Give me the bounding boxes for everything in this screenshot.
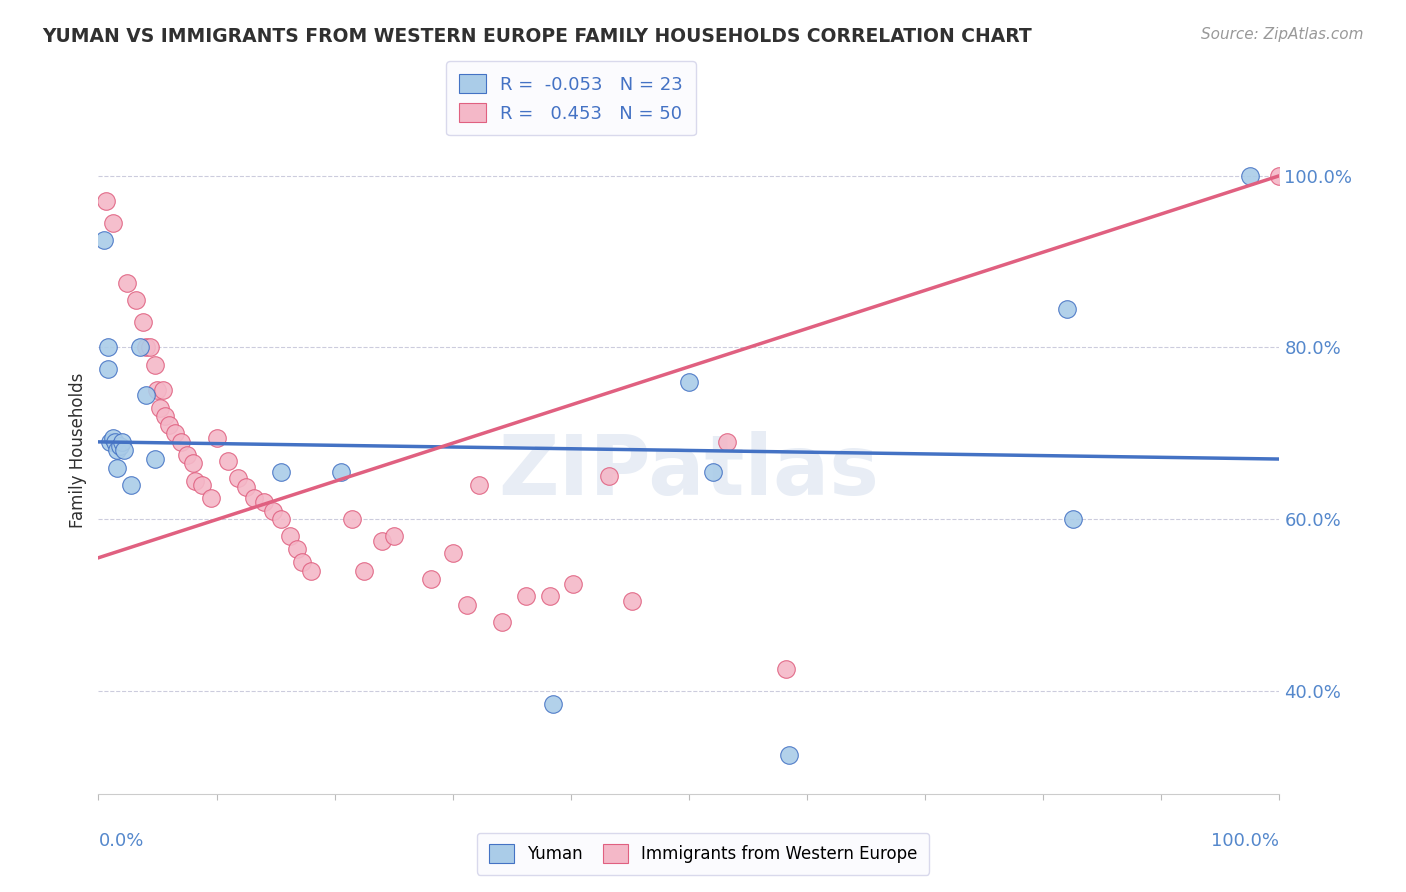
- Point: [270, 465, 292, 479]
- Point: [135, 387, 157, 401]
- Point: [226, 471, 249, 485]
- Point: [143, 452, 166, 467]
- Point: [243, 491, 266, 505]
- Point: [101, 431, 124, 445]
- Point: [112, 443, 135, 458]
- Point: [562, 576, 585, 591]
- Point: [170, 434, 193, 449]
- Legend: Yuman, Immigrants from Western Europe: Yuman, Immigrants from Western Europe: [477, 833, 929, 875]
- Point: [184, 474, 207, 488]
- Point: [139, 340, 162, 354]
- Point: [441, 546, 464, 561]
- Point: [538, 590, 561, 604]
- Point: [97, 340, 120, 354]
- Point: [1062, 512, 1084, 526]
- Point: [200, 491, 222, 505]
- Point: [299, 564, 322, 578]
- Y-axis label: Family Households: Family Households: [69, 373, 87, 528]
- Legend: R =  -0.053   N = 23, R =   0.453   N = 50: R = -0.053 N = 23, R = 0.453 N = 50: [446, 62, 696, 136]
- Point: [143, 358, 166, 372]
- Point: [98, 434, 121, 449]
- Point: [1239, 169, 1261, 183]
- Point: [181, 456, 204, 470]
- Point: [165, 426, 187, 441]
- Point: [176, 448, 198, 462]
- Point: [541, 697, 564, 711]
- Point: [94, 194, 117, 209]
- Point: [598, 469, 620, 483]
- Point: [678, 872, 700, 887]
- Point: [105, 460, 128, 475]
- Point: [205, 431, 228, 445]
- Point: [128, 340, 150, 354]
- Point: [111, 434, 134, 449]
- Point: [467, 478, 489, 492]
- Point: [235, 479, 257, 493]
- Point: [621, 593, 644, 607]
- Point: [101, 216, 124, 230]
- Point: [97, 362, 120, 376]
- Point: [329, 465, 352, 479]
- Text: ZIPatlas: ZIPatlas: [499, 431, 879, 512]
- Point: [153, 409, 176, 424]
- Point: [157, 417, 180, 432]
- Point: [702, 465, 724, 479]
- Text: 0.0%: 0.0%: [98, 831, 143, 850]
- Point: [146, 384, 169, 398]
- Point: [1056, 301, 1078, 316]
- Point: [132, 315, 155, 329]
- Point: [456, 598, 478, 612]
- Text: 100.0%: 100.0%: [1212, 831, 1279, 850]
- Point: [342, 512, 364, 526]
- Point: [1268, 169, 1291, 183]
- Text: Source: ZipAtlas.com: Source: ZipAtlas.com: [1201, 27, 1364, 42]
- Point: [278, 529, 301, 543]
- Point: [382, 529, 405, 543]
- Point: [775, 662, 797, 676]
- Point: [115, 276, 138, 290]
- Point: [105, 443, 128, 458]
- Point: [491, 615, 513, 630]
- Point: [353, 564, 375, 578]
- Point: [104, 434, 127, 449]
- Point: [125, 293, 148, 308]
- Point: [191, 478, 214, 492]
- Text: YUMAN VS IMMIGRANTS FROM WESTERN EUROPE FAMILY HOUSEHOLDS CORRELATION CHART: YUMAN VS IMMIGRANTS FROM WESTERN EUROPE …: [42, 27, 1032, 45]
- Point: [678, 375, 700, 389]
- Point: [93, 233, 115, 247]
- Point: [515, 590, 537, 604]
- Point: [121, 478, 143, 492]
- Point: [285, 542, 308, 557]
- Point: [253, 495, 276, 509]
- Point: [135, 340, 157, 354]
- Point: [217, 454, 239, 468]
- Point: [716, 434, 738, 449]
- Point: [270, 512, 292, 526]
- Point: [371, 533, 394, 548]
- Point: [420, 572, 443, 586]
- Point: [290, 555, 312, 569]
- Point: [778, 748, 800, 763]
- Point: [108, 439, 131, 453]
- Point: [262, 503, 284, 517]
- Point: [149, 401, 172, 415]
- Point: [152, 384, 174, 398]
